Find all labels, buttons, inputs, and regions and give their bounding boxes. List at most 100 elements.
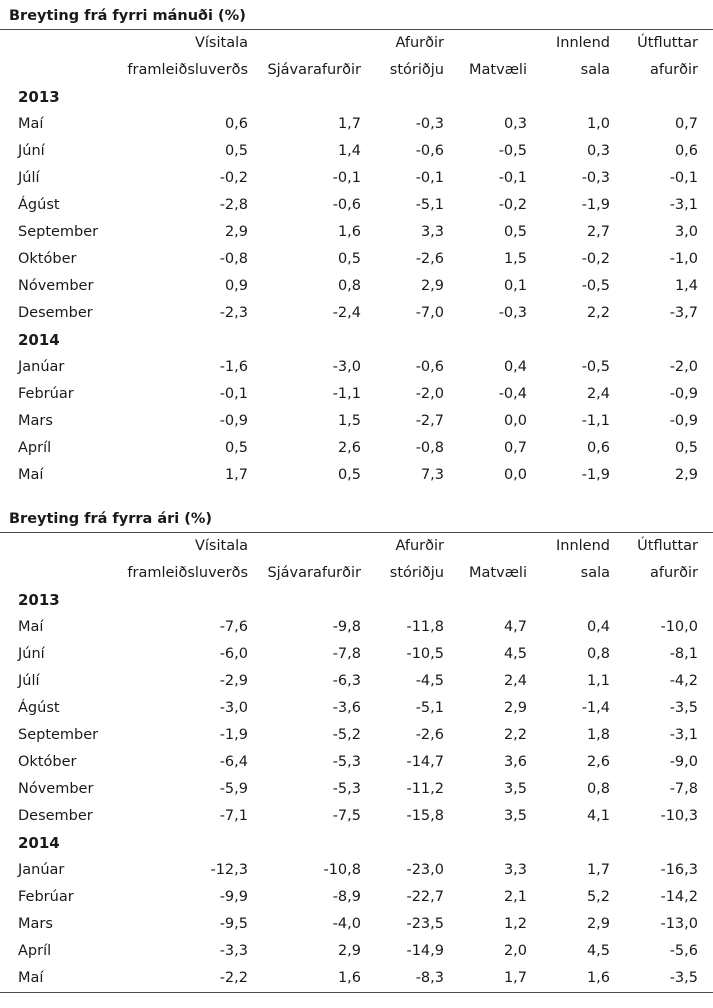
month-label: September [18,224,99,240]
value-cell: -14,7 [406,754,444,770]
value-cell: -2,7 [415,413,444,429]
value-cell: 0,6 [224,116,248,132]
column-header: Innlend [556,35,610,51]
value-cell: -3,5 [669,970,698,986]
month-label: Febrúar [18,386,74,402]
value-cell: -0,5 [498,143,527,159]
column-header: Vísitala [194,538,248,554]
value-cell: -0,1 [332,170,361,186]
year-row: 2013 [0,587,713,614]
value-cell: -15,8 [406,808,444,824]
table-row: September -1,9 -5,2 -2,6 2,2 1,8 -3,1 [0,722,713,749]
table-bottom-border [0,992,713,993]
month-label: Febrúar [18,889,74,905]
value-cell: -9,0 [669,754,698,770]
column-header: Matvæli [469,62,527,78]
value-cell: -1,0 [669,251,698,267]
value-cell: -5,3 [332,754,361,770]
value-cell: 0,3 [586,143,610,159]
value-cell: -9,8 [332,619,361,635]
value-cell: 2,9 [586,916,610,932]
value-cell: 2,0 [503,943,527,959]
value-cell: -4,0 [332,916,361,932]
value-cell: -7,5 [332,808,361,824]
value-cell: -2,0 [415,386,444,402]
value-cell: -0,9 [219,413,248,429]
value-cell: -2,6 [415,251,444,267]
year-label: 2014 [18,331,60,349]
year-label: 2014 [18,834,60,852]
table-row: Nóvember 0,9 0,8 2,9 0,1 -0,5 1,4 [0,273,713,300]
value-cell: -1,9 [581,467,610,483]
value-cell: 1,7 [503,970,527,986]
month-label: Nóvember [18,278,94,294]
table-row: Janúar -12,3 -10,8 -23,0 3,3 1,7 -16,3 [0,857,713,884]
table-row: Febrúar -9,9 -8,9 -22,7 2,1 5,2 -14,2 [0,884,713,911]
table-section: Breyting frá fyrri mánuði (%) Vísitala Afu… [0,3,713,489]
month-label: Ágúst [18,197,60,213]
value-cell: -22,7 [406,889,444,905]
value-cell: -1,4 [581,700,610,716]
value-cell: 1,8 [586,727,610,743]
column-header: Útfluttar [637,538,698,554]
value-cell: -7,6 [219,619,248,635]
value-cell: -0,6 [415,143,444,159]
value-cell: -2,6 [415,727,444,743]
value-cell: 2,4 [503,673,527,689]
value-cell: -2,0 [669,359,698,375]
table-row: Júlí -0,2 -0,1 -0,1 -0,1 -0,3 -0,1 [0,165,713,192]
table-row: September 2,9 1,6 3,3 0,5 2,7 3,0 [0,219,713,246]
value-cell: 0,4 [503,359,527,375]
value-cell: 1,6 [337,970,361,986]
value-cell: -6,0 [219,646,248,662]
value-cell: -10,3 [660,808,698,824]
value-cell: 4,5 [503,646,527,662]
value-cell: 2,9 [674,467,698,483]
value-cell: -0,1 [669,170,698,186]
table-row: Desember -7,1 -7,5 -15,8 3,5 4,1 -10,3 [0,803,713,830]
column-header: Útfluttar [637,35,698,51]
value-cell: -16,3 [660,862,698,878]
column-header: afurðir [649,62,698,78]
column-header: Sjávarafurðir [267,565,361,581]
value-cell: 0,0 [503,413,527,429]
value-cell: 2,2 [586,305,610,321]
value-cell: 2,6 [586,754,610,770]
value-cell: 1,5 [503,251,527,267]
value-cell: -0,1 [498,170,527,186]
value-cell: -0,1 [219,386,248,402]
value-cell: -5,1 [415,197,444,213]
value-cell: -0,8 [415,440,444,456]
month-label: Október [18,754,77,770]
value-cell: -0,8 [219,251,248,267]
column-header: stóriðju [389,565,444,581]
value-cell: 2,9 [337,943,361,959]
value-cell: 2,6 [337,440,361,456]
value-cell: -23,0 [406,862,444,878]
month-label: September [18,727,99,743]
value-cell: -11,2 [406,781,444,797]
value-cell: -8,9 [332,889,361,905]
value-cell: -0,3 [415,116,444,132]
value-cell: 3,3 [420,224,444,240]
value-cell: -8,1 [669,646,698,662]
value-cell: -10,8 [323,862,361,878]
value-cell: -5,6 [669,943,698,959]
header-row-bottom: framleiðsluverðs Sjávarafurðir stóriðju Mat… [0,57,713,84]
value-cell: 1,7 [337,116,361,132]
value-cell: -3,5 [669,700,698,716]
column-header: sala [580,565,610,581]
value-cell: -0,4 [498,386,527,402]
table-row: Maí -7,6 -9,8 -11,8 4,7 0,4 -10,0 [0,614,713,641]
column-header: stóriðju [389,62,444,78]
value-cell: 0,6 [674,143,698,159]
value-cell: 4,5 [586,943,610,959]
value-cell: 0,8 [586,781,610,797]
value-cell: 0,7 [674,116,698,132]
value-cell: 1,7 [586,862,610,878]
value-cell: 2,4 [586,386,610,402]
table-row: Apríl 0,5 2,6 -0,8 0,7 0,6 0,5 [0,435,713,462]
value-cell: 3,5 [503,808,527,824]
header-row-bottom: framleiðsluverðs Sjávarafurðir stóriðju Mat… [0,560,713,587]
month-label: Október [18,251,77,267]
